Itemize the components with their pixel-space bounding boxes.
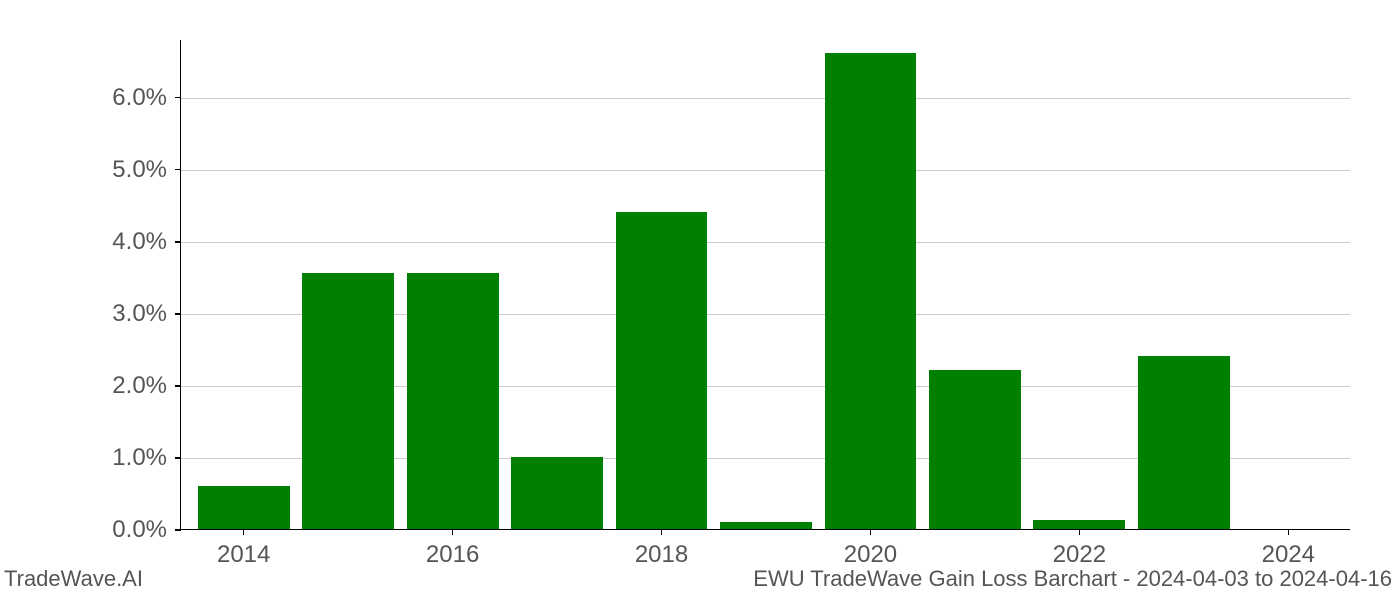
- bar-2020: [825, 53, 917, 529]
- x-tick-label: 2014: [217, 541, 270, 569]
- y-gridline: [181, 98, 1350, 99]
- y-tick-mark: [175, 529, 181, 531]
- y-tick-label: 5.0%: [112, 156, 167, 184]
- y-gridline: [181, 170, 1350, 171]
- y-tick-label: 6.0%: [112, 84, 167, 112]
- y-tick-label: 3.0%: [112, 300, 167, 328]
- x-tick-label: 2024: [1262, 541, 1315, 569]
- bar-2021: [929, 370, 1021, 529]
- x-tick-mark: [661, 529, 663, 535]
- y-tick-mark: [175, 313, 181, 315]
- x-tick-mark: [870, 529, 872, 535]
- y-gridline: [181, 242, 1350, 243]
- x-tick-label: 2020: [844, 541, 897, 569]
- y-tick-mark: [175, 241, 181, 243]
- x-tick-mark: [1079, 529, 1081, 535]
- bar-2017: [511, 457, 603, 529]
- x-tick-mark: [452, 529, 454, 535]
- bar-2022: [1033, 520, 1125, 529]
- y-tick-mark: [175, 169, 181, 171]
- y-tick-label: 4.0%: [112, 228, 167, 256]
- footer-right-text: EWU TradeWave Gain Loss Barchart - 2024-…: [753, 566, 1392, 592]
- footer-left-text: TradeWave.AI: [4, 566, 143, 592]
- y-tick-label: 2.0%: [112, 372, 167, 400]
- bar-2023: [1138, 356, 1230, 529]
- bar-2016: [407, 273, 499, 529]
- y-tick-mark: [175, 457, 181, 459]
- plot-area: 0.0%1.0%2.0%3.0%4.0%5.0%6.0%201420162018…: [180, 40, 1350, 530]
- bar-2015: [302, 273, 394, 529]
- y-tick-mark: [175, 97, 181, 99]
- x-tick-label: 2022: [1053, 541, 1106, 569]
- x-tick-label: 2018: [635, 541, 688, 569]
- y-tick-mark: [175, 385, 181, 387]
- x-tick-mark: [1288, 529, 1290, 535]
- bar-chart: 0.0%1.0%2.0%3.0%4.0%5.0%6.0%201420162018…: [180, 40, 1350, 530]
- bar-2018: [616, 212, 708, 529]
- bar-2014: [198, 486, 290, 529]
- y-tick-label: 1.0%: [112, 444, 167, 472]
- bar-2019: [720, 522, 812, 529]
- x-tick-mark: [243, 529, 245, 535]
- x-tick-label: 2016: [426, 541, 479, 569]
- y-tick-label: 0.0%: [112, 516, 167, 544]
